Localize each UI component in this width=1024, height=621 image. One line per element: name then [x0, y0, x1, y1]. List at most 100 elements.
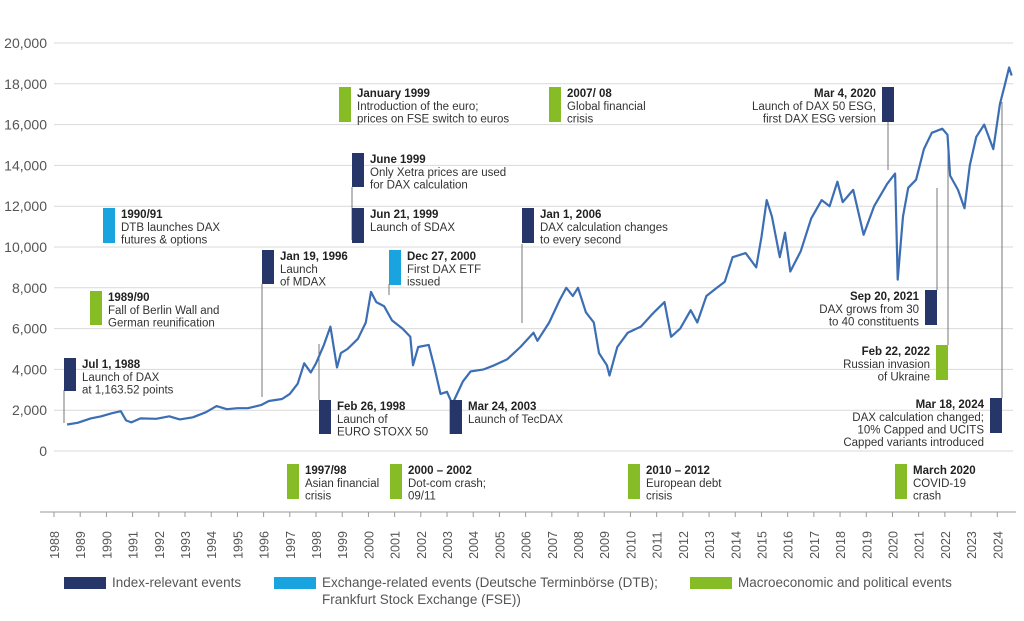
x-tick-label: 2011 — [651, 532, 665, 559]
event-marker-index — [64, 358, 76, 391]
event-date: Feb 22, 2022 — [862, 346, 930, 358]
event-date: 1989/90 — [108, 292, 150, 304]
legend-label-index: Index-relevant events — [112, 575, 242, 590]
event-marker-exchange — [389, 250, 401, 285]
x-tick-label: 2004 — [467, 531, 481, 559]
x-tick-label: 2018 — [834, 531, 848, 559]
event-marker-index — [262, 250, 274, 284]
event-text: 10% Capped and UCITS — [857, 425, 984, 437]
x-tick-label: 2000 — [362, 531, 376, 559]
event-text: DAX grows from 30 — [819, 304, 919, 316]
event-text: Global financial — [567, 101, 646, 113]
event-marker-exchange — [103, 208, 115, 243]
event-marker-macro — [90, 291, 102, 325]
event-text: Fall of Berlin Wall and — [108, 305, 219, 317]
event-text: Launch of DAX 50 ESG, — [752, 101, 876, 113]
event-date: January 1999 — [357, 88, 430, 100]
event-marker-macro — [936, 345, 948, 380]
event-text: Launch of TecDAX — [468, 414, 563, 426]
event-text: prices on FSE switch to euros — [357, 114, 509, 126]
event-text: Launch — [280, 264, 318, 276]
event-marker-macro — [339, 87, 351, 122]
event-date: Jul 1, 1988 — [82, 359, 141, 371]
x-tick-label: 2022 — [939, 531, 953, 559]
event-text: First DAX ETF — [407, 264, 481, 276]
event-text: first DAX ESG version — [763, 114, 876, 126]
event-marker-index — [352, 153, 364, 187]
legend-label-exchange-line: Frankfurt Stock Exchange (FSE)) — [322, 592, 521, 607]
event-text: DTB launches DAX — [121, 222, 220, 234]
event-text: to every second — [540, 235, 621, 247]
event-marker-macro — [628, 464, 640, 499]
event-text: German reunification — [108, 318, 215, 330]
x-tick-label: 1996 — [258, 531, 272, 559]
event-date: 1997/98 — [305, 465, 347, 477]
legend-label-macro: Macroeconomic and political events — [738, 575, 952, 590]
x-tick-label: 1994 — [205, 531, 219, 559]
x-tick-label: 2010 — [624, 531, 638, 559]
event-date: 2010 – 2012 — [646, 465, 710, 477]
event-marker-index — [522, 208, 534, 243]
event-date: Sep 20, 2021 — [850, 291, 920, 303]
x-tick-label: 1991 — [127, 531, 141, 559]
event-text: Launch of DAX — [82, 372, 160, 384]
event-text: of MDAX — [280, 277, 326, 289]
event-text: Introduction of the euro; — [357, 101, 478, 113]
event-text: DAX calculation changes — [540, 222, 668, 234]
event-marker-index — [450, 400, 462, 434]
event-text: crisis — [646, 491, 672, 503]
x-tick-label: 1995 — [231, 531, 245, 559]
event-date: Jan 1, 2006 — [540, 209, 601, 221]
event-text: COVID-19 — [913, 478, 966, 490]
event-text: futures & options — [121, 235, 208, 247]
x-tick-label: 1997 — [284, 531, 298, 559]
event-date: 2000 – 2002 — [408, 465, 472, 477]
legend-swatch-exchange — [274, 577, 316, 589]
y-tick-label: 20,000 — [4, 35, 47, 51]
event-text: Capped variants introduced — [843, 437, 984, 449]
event-text: of Ukraine — [878, 372, 930, 384]
event-date: March 2020 — [913, 465, 976, 477]
y-tick-label: 12,000 — [4, 198, 47, 214]
event-text: issued — [407, 277, 440, 289]
y-tick-label: 0 — [39, 443, 47, 459]
event-text: crisis — [305, 491, 331, 503]
event-date: June 1999 — [370, 154, 426, 166]
y-tick-label: 6,000 — [12, 321, 47, 337]
event-marker-macro — [549, 87, 561, 122]
event-marker-index — [925, 290, 937, 325]
y-tick-label: 4,000 — [12, 361, 47, 377]
event-text: for DAX calculation — [370, 180, 468, 192]
legend-swatch-index — [64, 577, 106, 589]
x-tick-label: 2023 — [965, 531, 979, 559]
event-date: Mar 18, 2024 — [916, 399, 985, 411]
event-text: crisis — [567, 114, 593, 126]
event-text: Launch of SDAX — [370, 222, 455, 234]
event-text: Only Xetra prices are used — [370, 167, 506, 179]
event-date: Dec 27, 2000 — [407, 251, 476, 263]
x-tick-label: 2012 — [677, 531, 691, 559]
event-text: crash — [913, 491, 941, 503]
legend-label-exchange-line: Exchange-related events (Deutsche Termin… — [322, 575, 658, 590]
x-tick-label: 1998 — [310, 531, 324, 559]
event-text: to 40 constituents — [829, 317, 919, 329]
event-text: Asian financial — [305, 478, 379, 490]
x-tick-label: 2016 — [782, 531, 796, 559]
x-tick-label: 1993 — [179, 531, 193, 559]
event-date: 2007/ 08 — [567, 88, 612, 100]
event-marker-index — [352, 208, 364, 243]
event-text: Launch of — [337, 414, 388, 426]
x-tick-label: 2017 — [808, 531, 822, 559]
event-text: EURO STOXX 50 — [337, 427, 428, 439]
event-marker-index — [319, 400, 331, 434]
legend-swatch-macro — [690, 577, 732, 589]
x-tick-label: 2001 — [389, 531, 403, 559]
event-date: Jun 21, 1999 — [370, 209, 438, 221]
event-marker-macro — [287, 464, 299, 499]
event-marker-index — [990, 398, 1002, 433]
event-date: 1990/91 — [121, 209, 163, 221]
x-tick-label: 2003 — [441, 531, 455, 559]
event-text: DAX calculation changed; — [852, 412, 984, 424]
